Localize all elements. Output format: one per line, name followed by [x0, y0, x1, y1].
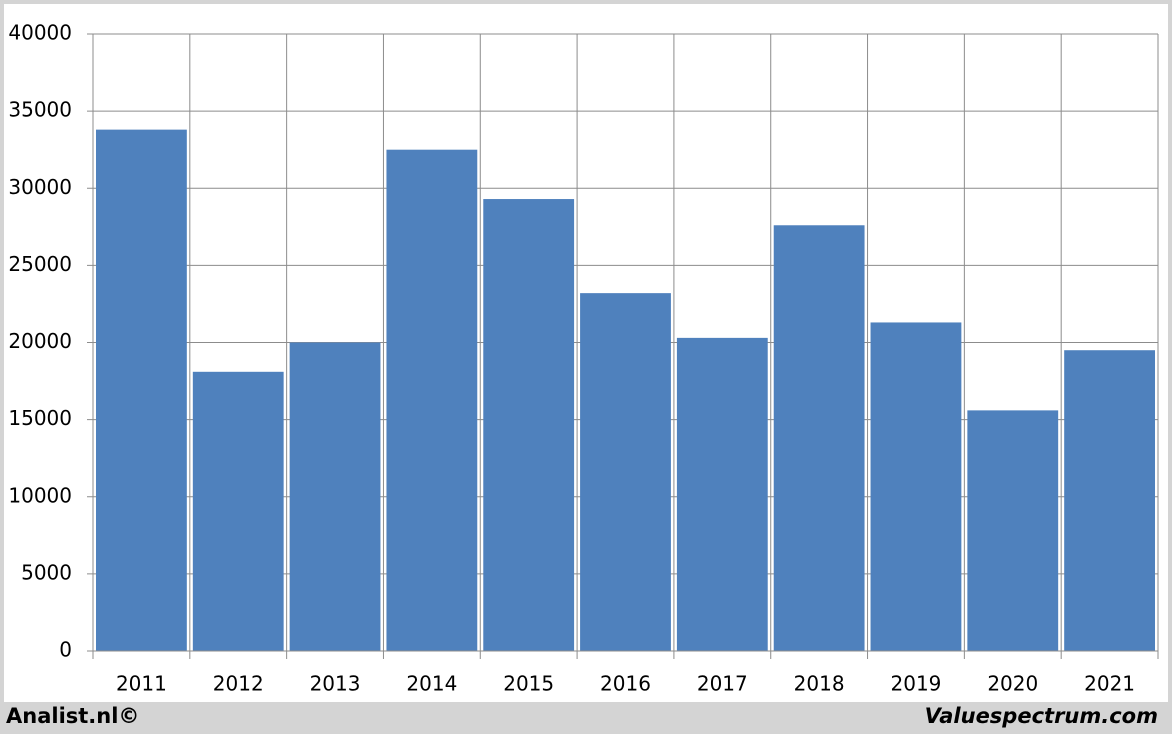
- y-tick-label: 5000: [21, 560, 72, 584]
- bar: [870, 322, 962, 651]
- x-tick-label: 2015: [503, 672, 554, 696]
- y-tick-label: 20000: [8, 329, 72, 353]
- x-tick-label: 2016: [600, 672, 651, 696]
- bar: [580, 293, 671, 651]
- bar: [676, 337, 768, 651]
- x-tick-label: 2019: [891, 672, 942, 696]
- x-tick-label: 2014: [406, 672, 457, 696]
- x-tick-label: 2013: [310, 672, 361, 696]
- bar: [192, 371, 284, 651]
- x-tick-label: 2017: [697, 672, 748, 696]
- bar: [386, 149, 478, 651]
- bar: [483, 199, 575, 652]
- y-tick-label: 35000: [8, 98, 72, 122]
- y-tick-label: 40000: [8, 21, 72, 45]
- x-tick-label: 2011: [116, 672, 167, 696]
- x-tick-label: 2012: [213, 672, 264, 696]
- x-tick-label: 2020: [987, 672, 1038, 696]
- y-tick-label: 25000: [8, 252, 72, 276]
- footer-right: Valuespectrum.com: [925, 704, 1158, 728]
- y-tick-label: 30000: [8, 175, 72, 199]
- x-tick-label: 2018: [794, 672, 845, 696]
- bar: [96, 129, 187, 651]
- bar: [289, 342, 381, 651]
- x-tick-label: 2021: [1084, 672, 1135, 696]
- bar: [1064, 350, 1155, 651]
- y-tick-label: 0: [59, 638, 72, 662]
- y-tick-label: 10000: [8, 483, 72, 507]
- bar: [967, 410, 1059, 651]
- y-tick-label: 15000: [8, 406, 72, 430]
- bar: [773, 225, 865, 651]
- footer-left: Analist.nl©: [6, 704, 139, 728]
